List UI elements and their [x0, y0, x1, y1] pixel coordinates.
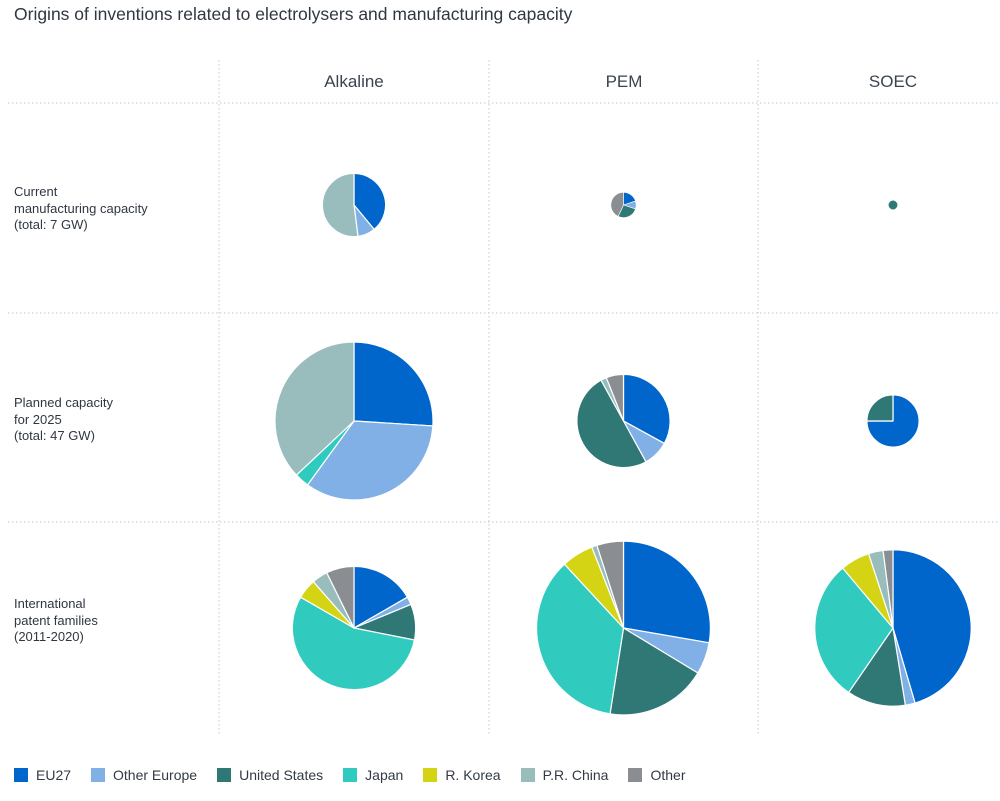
legend-item-pr-china: P.R. China — [520, 767, 609, 783]
legend: EU27 Other Europe United States Japan R.… — [14, 767, 705, 783]
legend-label: United States — [239, 767, 324, 783]
row-label-current-capacity: Current manufacturing capacity (total: 7… — [14, 184, 214, 234]
row-label-line: (total: 47 GW) — [14, 428, 95, 443]
legend-swatch — [628, 768, 643, 782]
pie-slice-soec-japan — [814, 567, 894, 694]
legend-label: Other — [650, 767, 686, 783]
pie-slice-alkaline-other-europe — [306, 420, 434, 501]
legend-swatch — [343, 768, 358, 782]
pie-slice-alkaline-p-r-china — [321, 172, 359, 238]
pie-slice-alkaline-eu27 — [353, 565, 408, 629]
row-label-line: International — [14, 596, 86, 611]
legend-swatch — [14, 768, 28, 782]
pie-slice-soec-eu27 — [866, 394, 920, 448]
legend-label: EU27 — [36, 767, 72, 783]
row-label-planned-capacity: Planned capacity for 2025 (total: 47 GW) — [14, 395, 214, 445]
legend-item-r-korea: R. Korea — [423, 767, 501, 783]
pie-slice-alkaline-eu27 — [353, 341, 434, 427]
pie-slice-pem-other — [596, 540, 625, 629]
row-label-line: (total: 7 GW) — [14, 217, 88, 232]
column-header-soec: SOEC — [868, 72, 918, 91]
pie-slice-pem-japan — [536, 563, 625, 715]
row-label-line: patent families — [14, 612, 98, 628]
pie-slice-pem-eu27 — [622, 540, 711, 644]
legend-item-other-europe: Other Europe — [91, 767, 197, 783]
pie-slice-pem-united-states — [576, 379, 647, 469]
legend-item-japan: Japan — [343, 767, 403, 783]
legend-item-united-states: United States — [217, 767, 323, 783]
pie-slice-pem-united-states — [609, 627, 699, 716]
pie-slice-alkaline-other — [326, 565, 355, 629]
legend-swatch — [520, 768, 535, 782]
row-label-patent-families: International patent families (2011-2020… — [14, 596, 214, 646]
legend-item-other: Other — [628, 767, 685, 783]
legend-label: R. Korea — [445, 767, 501, 783]
pie-charts — [274, 172, 972, 716]
row-label-line: for 2025 — [14, 411, 62, 427]
row-label-line: Current — [14, 184, 58, 199]
column-header-alkaline: Alkaline — [324, 72, 384, 91]
legend-label: P.R. China — [542, 767, 609, 783]
pie-slice-soec-eu27 — [892, 549, 972, 704]
legend-swatch — [91, 768, 106, 782]
column-header-pem: PEM — [605, 72, 643, 91]
row-label-line: Planned capacity — [14, 395, 114, 410]
legend-swatch — [423, 768, 438, 782]
pie-slice-soec-united-states — [848, 627, 906, 707]
pie-slice-pem-other — [610, 192, 624, 217]
row-label-line: (2011-2020) — [14, 629, 84, 644]
pie-slice-alkaline-japan — [291, 596, 416, 691]
pie-slice-alkaline-p-r-china — [274, 341, 355, 476]
legend-item-eu27: EU27 — [14, 767, 71, 783]
pie-slice-alkaline-eu27 — [353, 172, 387, 230]
legend-label: Other Europe — [113, 767, 198, 783]
pie-slice-soec-other — [882, 549, 894, 629]
pie-slice-soec-united-states — [866, 394, 894, 422]
row-label-line: manufacturing capacity — [14, 200, 148, 216]
pie-slice-soec-united-states — [887, 199, 899, 211]
chart-title: Origins of inventions related to electro… — [14, 4, 573, 24]
pie-slice-pem-eu27 — [622, 373, 671, 445]
legend-label: Japan — [365, 767, 404, 783]
pie-slice-pem-other — [605, 373, 625, 422]
legend-swatch — [217, 768, 232, 782]
